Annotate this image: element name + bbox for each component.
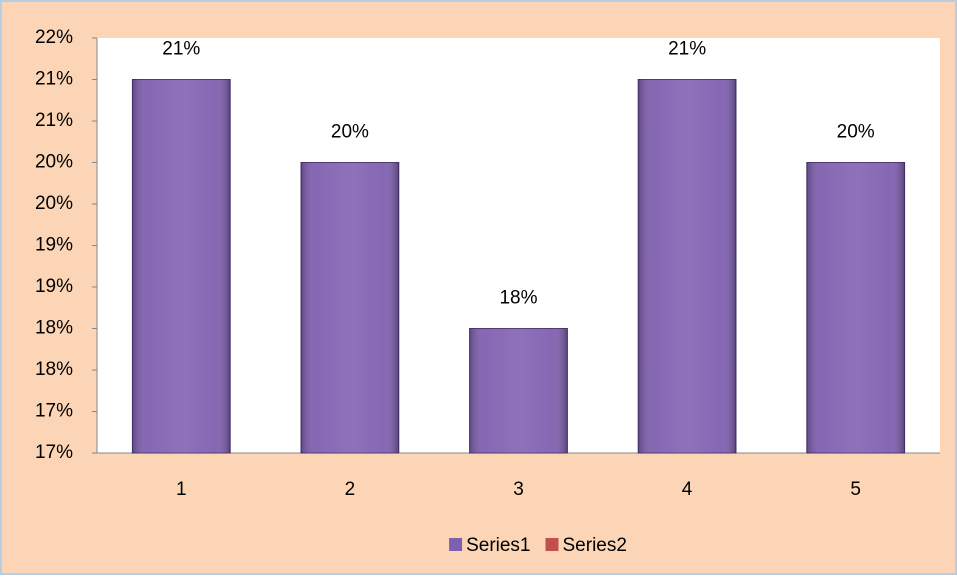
y-tick-label: 17%	[35, 442, 73, 463]
x-tick-label: 1	[176, 479, 187, 500]
data-label: 21%	[162, 39, 200, 60]
bar-shading	[132, 79, 231, 453]
x-tick-label: 5	[850, 479, 861, 500]
data-label: 18%	[499, 288, 537, 309]
legend-swatch	[449, 538, 463, 551]
y-tick-label: 18%	[35, 359, 73, 380]
bar-shading	[301, 162, 399, 453]
bar-shading	[469, 328, 568, 453]
y-tick-label: 19%	[35, 276, 73, 297]
data-label: 20%	[331, 122, 369, 143]
legend-swatch	[545, 538, 559, 551]
x-tick-label: 2	[345, 479, 356, 500]
data-label: 20%	[837, 122, 875, 143]
y-tick-label: 20%	[35, 152, 73, 173]
x-tick-label: 4	[682, 479, 693, 500]
y-tick-label: 21%	[35, 69, 73, 90]
bar-shading	[638, 79, 736, 453]
legend-label: Series2	[563, 535, 627, 556]
y-tick-label: 21%	[35, 110, 73, 131]
y-tick-label: 19%	[35, 235, 73, 256]
y-tick-label: 20%	[35, 193, 73, 214]
x-tick-label: 3	[513, 479, 524, 500]
bar-shading	[806, 162, 905, 453]
y-tick-label: 18%	[35, 318, 73, 339]
y-tick-label: 17%	[35, 401, 73, 422]
legend-label: Series1	[466, 535, 530, 556]
data-label: 21%	[668, 39, 706, 60]
y-tick-label: 22%	[35, 27, 73, 48]
